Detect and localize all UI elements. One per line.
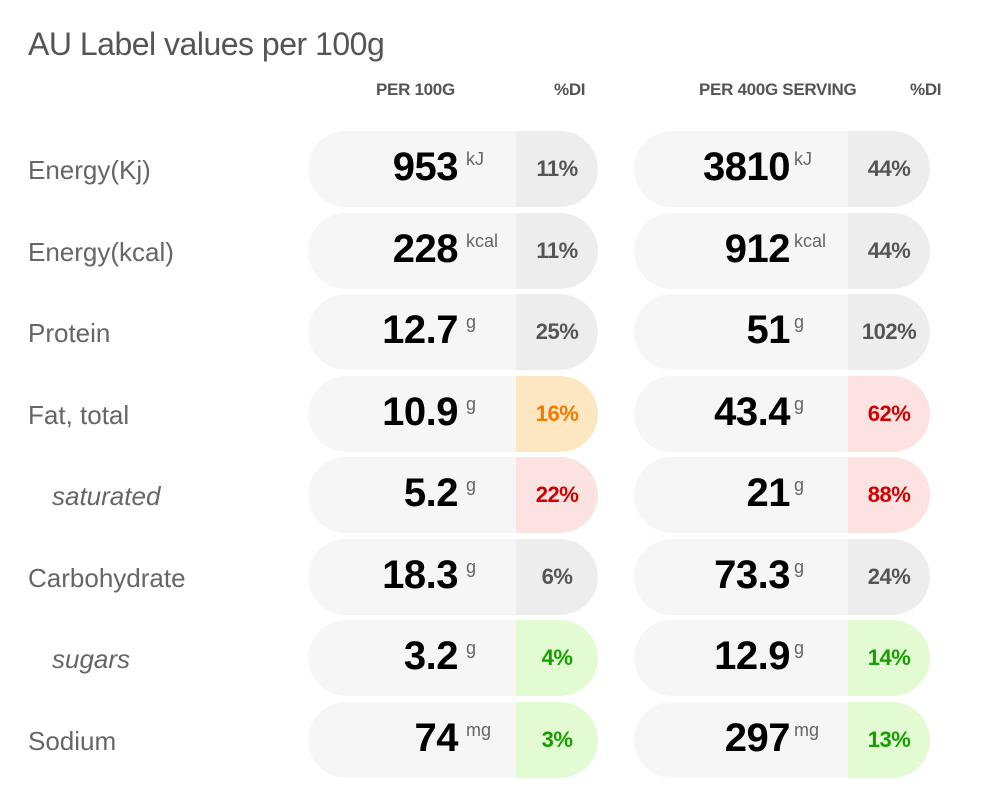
per-serving-cell: 73.3 g 24% (634, 539, 930, 615)
nutrient-unit: kJ (466, 149, 484, 169)
daily-intake-percent: 44% (848, 213, 930, 289)
table-row: Carbohydrate 18.3 g 6% 73.3 g 24% (0, 539, 994, 615)
nutrient-value: 912 (724, 227, 791, 271)
daily-intake-percent: 14% (848, 620, 930, 696)
per-100g-cell: 228 kcal 11% (308, 213, 598, 289)
daily-intake-percent: 13% (848, 702, 930, 778)
column-header-per-serving: PER 400G SERVING (699, 80, 857, 99)
nutrient-value: 12.9 (714, 634, 790, 678)
per-100g-cell: 5.2 g 22% (308, 457, 598, 533)
nutrient-value: 5.2 (403, 471, 459, 515)
daily-intake-percent: 4% (516, 620, 598, 696)
daily-intake-percent: 11% (516, 131, 598, 207)
table-row: Sodium 74 mg 3% 297 mg 13% (0, 702, 994, 778)
daily-intake-percent: 22% (516, 457, 598, 533)
nutrient-unit: g (466, 557, 477, 577)
nutrient-value: 51 (746, 308, 791, 352)
per-serving-cell: 297 mg 13% (634, 702, 930, 778)
per-serving-cell: 912 kcal 44% (634, 213, 930, 289)
nutrient-unit: g (794, 638, 805, 658)
table-row: Fat, total 10.9 g 16% 43.4 g 62% (0, 376, 994, 452)
daily-intake-percent: 44% (848, 131, 930, 207)
daily-intake-percent: 11% (516, 213, 598, 289)
daily-intake-percent: 62% (848, 376, 930, 452)
nutrient-unit: g (794, 394, 805, 414)
nutrient-value: 73.3 (714, 553, 790, 597)
nutrient-label: sugars (52, 644, 131, 674)
table-row: Protein 12.7 g 25% 51 g 102% (0, 294, 994, 370)
nutrient-value: 18.3 (382, 553, 458, 597)
nutrient-unit: kcal (794, 231, 827, 251)
daily-intake-percent: 16% (516, 376, 598, 452)
per-serving-cell: 21 g 88% (634, 457, 930, 533)
daily-intake-percent: 25% (516, 294, 598, 370)
table-row: Energy(Kj) 953 kJ 11% 3810 kJ 44% (0, 131, 994, 207)
per-100g-cell: 74 mg 3% (308, 702, 598, 778)
daily-intake-percent: 88% (848, 457, 930, 533)
table-row: Energy(kcal) 228 kcal 11% 912 kcal 44% (0, 213, 994, 289)
nutrient-unit: g (794, 312, 805, 332)
daily-intake-percent: 6% (516, 539, 598, 615)
column-header-di-serving: %DI (910, 80, 942, 99)
per-100g-cell: 10.9 g 16% (308, 376, 598, 452)
nutrient-unit: mg (794, 720, 820, 740)
nutrient-label: Energy(Kj) (28, 155, 151, 185)
nutrient-label: Carbohydrate (28, 563, 186, 593)
page-title: AU Label values per 100g (28, 26, 385, 62)
nutrient-unit: g (794, 557, 805, 577)
nutrient-unit: g (466, 312, 477, 332)
nutrient-value: 43.4 (714, 390, 790, 434)
per-100g-cell: 953 kJ 11% (308, 131, 598, 207)
nutrient-unit: g (794, 475, 805, 495)
daily-intake-percent: 24% (848, 539, 930, 615)
nutrient-value: 21 (746, 471, 791, 515)
nutrient-value: 297 (724, 716, 791, 760)
per-100g-cell: 3.2 g 4% (308, 620, 598, 696)
nutrient-label: saturated (52, 481, 161, 511)
daily-intake-percent: 3% (516, 702, 598, 778)
per-100g-cell: 18.3 g 6% (308, 539, 598, 615)
column-header-per-100g: PER 100G (376, 80, 455, 99)
table-row: saturated 5.2 g 22% 21 g 88% (0, 457, 994, 533)
per-serving-cell: 12.9 g 14% (634, 620, 930, 696)
nutrient-unit: g (466, 475, 477, 495)
per-100g-cell: 12.7 g 25% (308, 294, 598, 370)
nutrient-value: 74 (414, 716, 459, 760)
nutrient-unit: kJ (794, 149, 812, 169)
nutrient-unit: g (466, 394, 477, 414)
nutrient-unit: kcal (466, 231, 499, 251)
nutrient-unit: g (466, 638, 477, 658)
nutrient-value: 10.9 (382, 390, 458, 434)
nutrient-label: Protein (28, 318, 111, 348)
nutrient-value: 12.7 (382, 308, 458, 352)
nutrient-value: 228 (392, 227, 459, 271)
per-serving-cell: 51 g 102% (634, 294, 930, 370)
nutrient-value: 3.2 (403, 634, 459, 678)
nutrient-value: 953 (392, 145, 459, 189)
nutrient-unit: mg (466, 720, 492, 740)
per-serving-cell: 3810 kJ 44% (634, 131, 930, 207)
nutrient-label: Sodium (28, 726, 117, 756)
nutrient-label: Fat, total (28, 400, 130, 430)
per-serving-cell: 43.4 g 62% (634, 376, 930, 452)
table-row: sugars 3.2 g 4% 12.9 g 14% (0, 620, 994, 696)
nutrient-label: Energy(kcal) (28, 237, 174, 267)
daily-intake-percent: 102% (848, 294, 930, 370)
nutrient-value: 3810 (703, 145, 790, 189)
column-header-di-100g: %DI (554, 80, 586, 99)
